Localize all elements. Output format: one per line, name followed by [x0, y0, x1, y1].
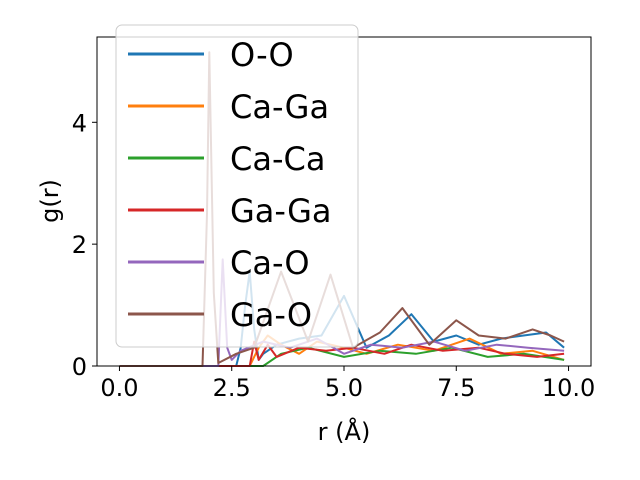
y-tick-label: 2 — [72, 231, 87, 259]
x-tick-label: 7.5 — [437, 374, 475, 402]
y-tick-label: 4 — [72, 109, 87, 137]
legend-label: Ca-Ca — [230, 140, 325, 178]
series-line-ga-ga — [119, 340, 565, 367]
x-axis: 0.0 2.5 5.0 7.5 10.0 — [100, 366, 595, 402]
y-axis-label: g(r) — [36, 179, 64, 223]
legend: O-O Ca-Ga Ca-Ca Ga-Ga Ca-O Ga-O — [115, 24, 359, 348]
x-tick-label: 0.0 — [100, 374, 138, 402]
y-axis: 0 2 4 — [72, 109, 97, 381]
x-axis-label: r (Å) — [318, 417, 371, 446]
series-line-ca-ca — [119, 346, 565, 367]
legend-label: Ga-Ga — [230, 192, 332, 230]
x-tick-label: 5.0 — [325, 374, 363, 402]
legend-label: Ga-O — [230, 296, 312, 334]
legend-label: O-O — [230, 36, 294, 74]
x-tick-label: 10.0 — [542, 374, 595, 402]
legend-label: Ca-Ga — [230, 88, 329, 126]
y-tick-label: 0 — [72, 353, 87, 381]
x-tick-label: 2.5 — [213, 374, 251, 402]
legend-label: Ca-O — [230, 244, 310, 282]
